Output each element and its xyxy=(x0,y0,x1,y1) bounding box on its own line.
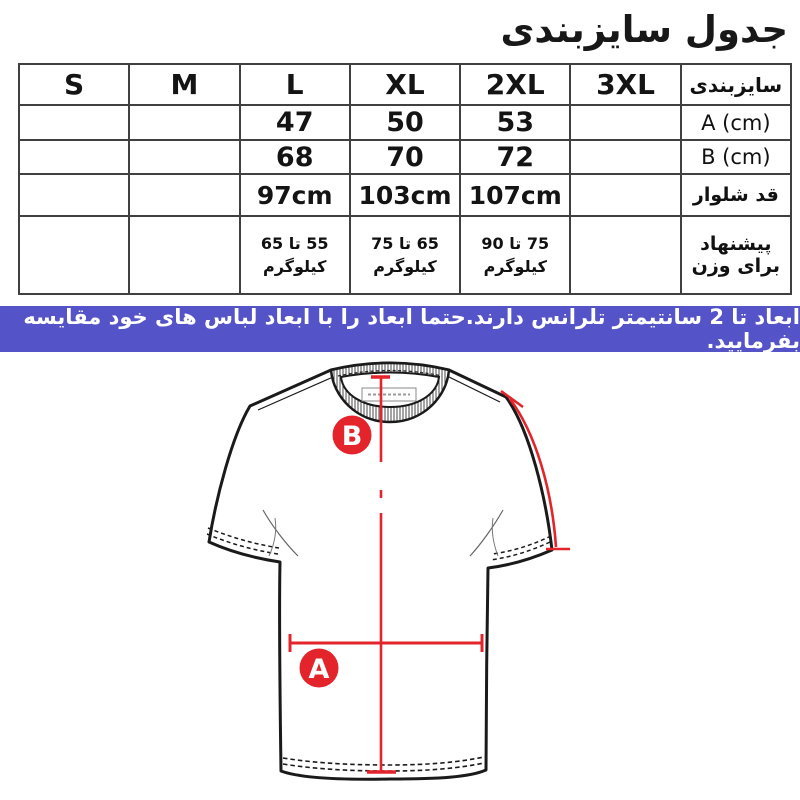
table-header-row: S M L XL 2XL 3XL سایزبندی xyxy=(17,63,793,106)
right-armpit-crease-2 xyxy=(491,517,499,557)
cell-pant-3xl xyxy=(569,173,682,217)
left-sleeve-stitching-2 xyxy=(206,533,279,555)
row-label-pant-length: قد شلوار xyxy=(679,173,793,217)
cell-a-3xl xyxy=(569,104,682,141)
right-sleeve-stitching-2 xyxy=(489,541,551,561)
tolerance-notice-banner: ابعاد تا 2 سانتیمتر تلرانس دارند.حتما اب… xyxy=(0,305,800,353)
col-header-xl: XL xyxy=(348,63,462,106)
page-title: جدول سایزبندی xyxy=(500,8,789,51)
row-label-weight-suggestion: پیشنهاد برای وزن xyxy=(679,215,793,295)
marker-a-letter: A xyxy=(309,654,330,685)
marker-b-letter: B xyxy=(342,421,363,452)
cell-pant-l: 97cm xyxy=(238,173,351,217)
size-table: S M L XL 2XL 3XL سایزبندی 47 50 53 A (cm… xyxy=(17,63,793,295)
col-header-l: L xyxy=(238,63,351,106)
cell-b-m xyxy=(128,139,241,175)
col-header-2xl: 2XL xyxy=(459,63,572,106)
col-header-m: M xyxy=(128,63,241,106)
bottom-hem-stitching xyxy=(282,756,485,766)
row-label-a-cm: A (cm) xyxy=(679,104,793,141)
left-sleeve-stitching xyxy=(207,527,280,549)
cell-a-s xyxy=(17,104,131,141)
col-header-sizing: سایزبندی xyxy=(679,63,793,106)
row-label-b-cm: B (cm) xyxy=(679,139,793,175)
collar-stitch-line xyxy=(337,369,443,377)
cell-weight-m xyxy=(128,215,241,295)
cell-b-xl: 70 xyxy=(348,139,462,175)
cell-pant-m xyxy=(128,173,241,217)
marker-b-circle xyxy=(332,415,372,455)
cell-weight-l: 55 تا 65 کیلوگرم xyxy=(238,215,351,295)
left-shoulder-seam xyxy=(257,376,334,411)
cell-weight-xl: 65 تا 75 کیلوگرم xyxy=(348,215,462,295)
cell-pant-s xyxy=(17,173,131,217)
table-row-weight: 55 تا 65 کیلوگرم 65 تا 75 کیلوگرم 75 تا … xyxy=(17,215,793,295)
table-row-pant-length: 97cm 103cm 107cm قد شلوار xyxy=(17,173,793,217)
sleeve-measure-top-tick xyxy=(500,389,524,409)
cell-pant-xl: 103cm xyxy=(348,173,462,217)
cell-weight-2xl: 75 تا 90 کیلوگرم xyxy=(459,215,572,295)
left-armpit-crease-2 xyxy=(268,517,277,557)
right-shoulder-seam xyxy=(446,375,501,403)
table-row-a: 47 50 53 A (cm) xyxy=(17,104,793,141)
cell-weight-s xyxy=(17,215,131,295)
col-header-3xl: 3XL xyxy=(569,63,682,106)
sleeve-measure-curve xyxy=(508,398,558,548)
col-header-s: S xyxy=(17,63,131,106)
cell-b-3xl xyxy=(569,139,682,175)
cell-b-2xl: 72 xyxy=(459,139,572,175)
cell-weight-3xl xyxy=(569,215,682,295)
cell-b-s xyxy=(17,139,131,175)
tolerance-notice-text: ابعاد تا 2 سانتیمتر تلرانس دارند.حتما اب… xyxy=(23,305,800,353)
cell-a-xl: 50 xyxy=(348,104,462,141)
right-armpit-crease xyxy=(469,509,504,557)
left-armpit-crease xyxy=(262,509,299,557)
tshirt-diagram: B A xyxy=(206,361,570,781)
cell-a-2xl: 53 xyxy=(459,104,572,141)
table-row-b: 68 70 72 B (cm) xyxy=(17,139,793,175)
marker-a-circle xyxy=(299,648,339,688)
cell-a-m xyxy=(128,104,241,141)
cell-b-l: 68 xyxy=(238,139,351,175)
cell-a-l: 47 xyxy=(238,104,351,141)
cell-pant-2xl: 107cm xyxy=(459,173,572,217)
